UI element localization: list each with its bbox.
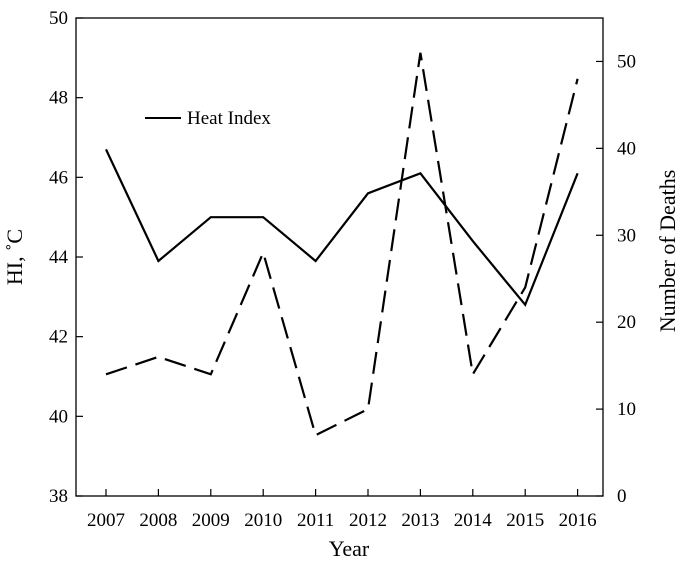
- x-tick-label: 2012: [349, 510, 387, 531]
- legend: Heat Index: [145, 108, 271, 129]
- left-y-tick-label: 40: [49, 406, 68, 427]
- plot-area: [75, 17, 604, 497]
- left-y-tick-label: 38: [49, 486, 68, 507]
- left-y-tick-label: 46: [49, 167, 68, 188]
- heat-index-series-line: [105, 148, 579, 307]
- series-layer: [105, 52, 579, 437]
- legend-label: Heat Index: [187, 108, 271, 129]
- x-tick-label: 2010: [244, 510, 282, 531]
- left-y-tick-label: 48: [49, 88, 68, 109]
- right-y-tick-label: 40: [617, 138, 636, 159]
- x-axis: 2007 2008 2009 2010 2011 2012 2013 2014 2015 2016: [87, 489, 597, 531]
- right-y-tick-label: 10: [617, 399, 636, 420]
- x-tick-label: 2007: [87, 510, 125, 531]
- deaths-series-line: [105, 52, 579, 437]
- x-tick-label: 2015: [506, 510, 544, 531]
- x-tick-label: 2008: [139, 510, 177, 531]
- left-y-tick-label: 42: [49, 327, 68, 348]
- x-tick-label: 2011: [297, 510, 334, 531]
- x-tick-label: 2014: [454, 510, 493, 531]
- right-y-tick-label: 20: [617, 312, 636, 333]
- right-y-axis-title: Number of Deaths: [655, 170, 680, 333]
- right-y-tick-label: 30: [617, 225, 636, 246]
- x-tick-label: 2013: [401, 510, 439, 531]
- left-y-axis: 38 40 42 44 46 48 50: [49, 8, 83, 507]
- x-tick-label: 2016: [559, 510, 597, 531]
- left-y-tick-label: 44: [49, 247, 69, 268]
- right-y-tick-label: 0: [617, 486, 627, 507]
- right-y-axis: 0 10 20 30 40 50: [596, 51, 636, 507]
- x-axis-title: Year: [329, 536, 370, 561]
- left-y-tick-label: 50: [49, 8, 68, 29]
- right-y-tick-label: 50: [617, 51, 636, 72]
- left-y-axis-title: HI, ˚C: [2, 229, 27, 285]
- x-tick-label: 2009: [192, 510, 230, 531]
